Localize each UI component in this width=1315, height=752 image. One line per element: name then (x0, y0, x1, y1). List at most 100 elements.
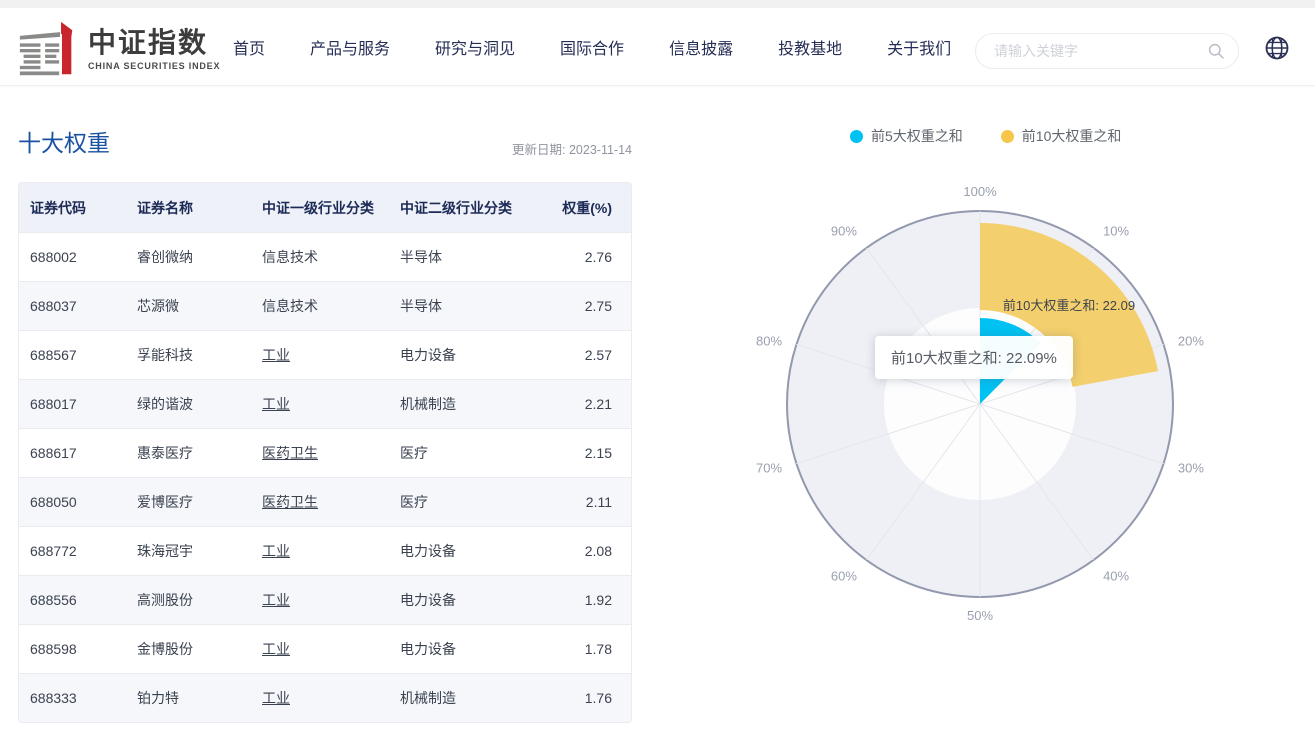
legend-dot-top5 (850, 129, 863, 143)
logo-title: 中证指数 (88, 27, 209, 58)
table-row: 688598 金博股份 工业 电力设备 1.78 (19, 624, 631, 673)
legend-dot-top10 (1000, 129, 1014, 143)
chart-legend: 前5大权重之和 前10大权重之和 (850, 126, 1121, 146)
industry1-link[interactable]: 医药卫生 (262, 494, 318, 510)
table-row: 688567 孚能科技 工业 电力设备 2.57 (19, 330, 631, 379)
industry1-link[interactable]: 医药卫生 (262, 445, 318, 461)
cell-code: 688556 (19, 575, 126, 624)
table-header-row: 证券代码 证券名称 中证一级行业分类 中证二级行业分类 权重(%) (19, 183, 631, 232)
angle-tick-label: 80% (756, 333, 782, 348)
cell-weight: 2.76 (529, 232, 631, 281)
cell-code: 688017 (19, 379, 126, 428)
cell-industry1: 工业 (251, 673, 389, 722)
table-row: 688556 高测股份 工业 电力设备 1.92 (19, 575, 631, 624)
cell-name: 绿的谐波 (126, 379, 251, 428)
cell-code: 688617 (19, 428, 126, 477)
main-nav: 首页 产品与服务 研究与洞见 国际合作 信息披露 投教基地 关于我们 (233, 8, 951, 86)
legend-item-top5[interactable]: 前5大权重之和 (850, 126, 963, 146)
angle-tick-label: 10% (1103, 223, 1129, 238)
cell-name: 珠海冠宇 (126, 526, 251, 575)
cell-industry2: 医疗 (389, 428, 529, 477)
cell-weight: 1.78 (529, 624, 631, 673)
cell-weight: 2.11 (529, 477, 631, 526)
angle-tick-label: 90% (831, 223, 857, 238)
cell-industry1: 医药卫生 (251, 477, 389, 526)
chart-spoke (866, 403, 981, 561)
cell-name: 睿创微纳 (126, 232, 251, 281)
cell-industry2: 电力设备 (389, 624, 529, 673)
table-row: 688017 绿的谐波 工业 机械制造 2.21 (19, 379, 631, 428)
cell-industry1: 工业 (251, 624, 389, 673)
cell-weight: 2.15 (529, 428, 631, 477)
cell-industry1: 工业 (251, 575, 389, 624)
table-row: 688333 铂力特 工业 机械制造 1.76 (19, 673, 631, 722)
nav-item-1[interactable]: 产品与服务 (310, 41, 391, 58)
col-header-weight: 权重(%) (529, 183, 631, 232)
table-row: 688617 惠泰医疗 医药卫生 医疗 2.15 (19, 428, 631, 477)
industry1-link[interactable]: 工业 (262, 641, 290, 657)
nav-item-4[interactable]: 信息披露 (669, 41, 734, 58)
chart-spoke (796, 403, 981, 465)
angle-tick-label: 30% (1178, 461, 1204, 476)
industry1-link: 信息技术 (262, 298, 318, 314)
site-header: 中证指数 CHINA SECURITIES INDEX 首页 产品与服务 研究与洞见… (0, 8, 1315, 86)
cell-industry1: 信息技术 (251, 232, 389, 281)
cell-industry2: 电力设备 (389, 330, 529, 379)
language-globe-icon[interactable] (1264, 35, 1290, 61)
col-header-code: 证券代码 (19, 183, 126, 232)
table-row: 688772 珠海冠宇 工业 电力设备 2.08 (19, 526, 631, 575)
table-row: 688050 爱博医疗 医药卫生 医疗 2.11 (19, 477, 631, 526)
search-input[interactable] (976, 43, 1208, 59)
industry1-link[interactable]: 工业 (262, 690, 290, 706)
cell-industry1: 工业 (251, 526, 389, 575)
cell-industry2: 机械制造 (389, 673, 529, 722)
cell-weight: 1.92 (529, 575, 631, 624)
col-header-name: 证券名称 (126, 183, 251, 232)
table-row: 688037 芯源微 信息技术 半导体 2.75 (19, 281, 631, 330)
industry1-link[interactable]: 工业 (262, 592, 290, 608)
cell-industry2: 半导体 (389, 232, 529, 281)
cell-code: 688333 (19, 673, 126, 722)
cell-industry1: 工业 (251, 330, 389, 379)
legend-item-top10[interactable]: 前10大权重之和 (1000, 126, 1122, 146)
update-date: 更新日期: 2023-11-14 (512, 143, 632, 157)
site-logo[interactable]: 中证指数 CHINA SECURITIES INDEX (14, 20, 220, 78)
cell-industry1: 信息技术 (251, 281, 389, 330)
col-header-industry1: 中证一级行业分类 (251, 183, 389, 232)
search-box (975, 33, 1239, 69)
cell-code: 688567 (19, 330, 126, 379)
cell-industry1: 工业 (251, 379, 389, 428)
nav-item-5[interactable]: 投教基地 (778, 41, 843, 58)
nav-item-0[interactable]: 首页 (233, 41, 266, 58)
sector-top10[interactable] (980, 223, 1158, 387)
sector-value-label: 前10大权重之和: 22.09 (1002, 298, 1136, 313)
cell-code: 688050 (19, 477, 126, 526)
cell-code: 688772 (19, 526, 126, 575)
cell-industry2: 电力设备 (389, 526, 529, 575)
search-icon[interactable] (1208, 43, 1224, 59)
cell-name: 芯源微 (126, 281, 251, 330)
industry1-link[interactable]: 工业 (262, 396, 290, 412)
cell-code: 688598 (19, 624, 126, 673)
angle-tick-label: 20% (1178, 333, 1204, 348)
logo-subtitle: CHINA SECURITIES INDEX (88, 61, 221, 71)
industry1-link[interactable]: 工业 (262, 347, 290, 363)
cell-name: 铂力特 (126, 673, 251, 722)
industry1-link[interactable]: 工业 (262, 543, 290, 559)
chart-spoke (979, 403, 1094, 561)
legend-label-top10: 前10大权重之和 (1021, 128, 1122, 144)
angle-tick-label: 50% (967, 608, 993, 623)
industry1-link: 信息技术 (262, 249, 318, 265)
legend-label-top5: 前5大权重之和 (871, 128, 963, 144)
nav-item-3[interactable]: 国际合作 (560, 41, 625, 58)
chart-spoke (979, 403, 1164, 465)
nav-item-6[interactable]: 关于我们 (887, 41, 952, 58)
cell-industry2: 医疗 (389, 477, 529, 526)
nav-item-2[interactable]: 研究与洞见 (435, 41, 516, 58)
cell-name: 爱博医疗 (126, 477, 251, 526)
cell-code: 688002 (19, 232, 126, 281)
cell-weight: 2.08 (529, 526, 631, 575)
weights-polar-chart: 100% 10% 20% 30% 40% 50% 60% 70% 80% 90% (740, 164, 1220, 644)
col-header-industry2: 中证二级行业分类 (389, 183, 529, 232)
cell-industry2: 半导体 (389, 281, 529, 330)
